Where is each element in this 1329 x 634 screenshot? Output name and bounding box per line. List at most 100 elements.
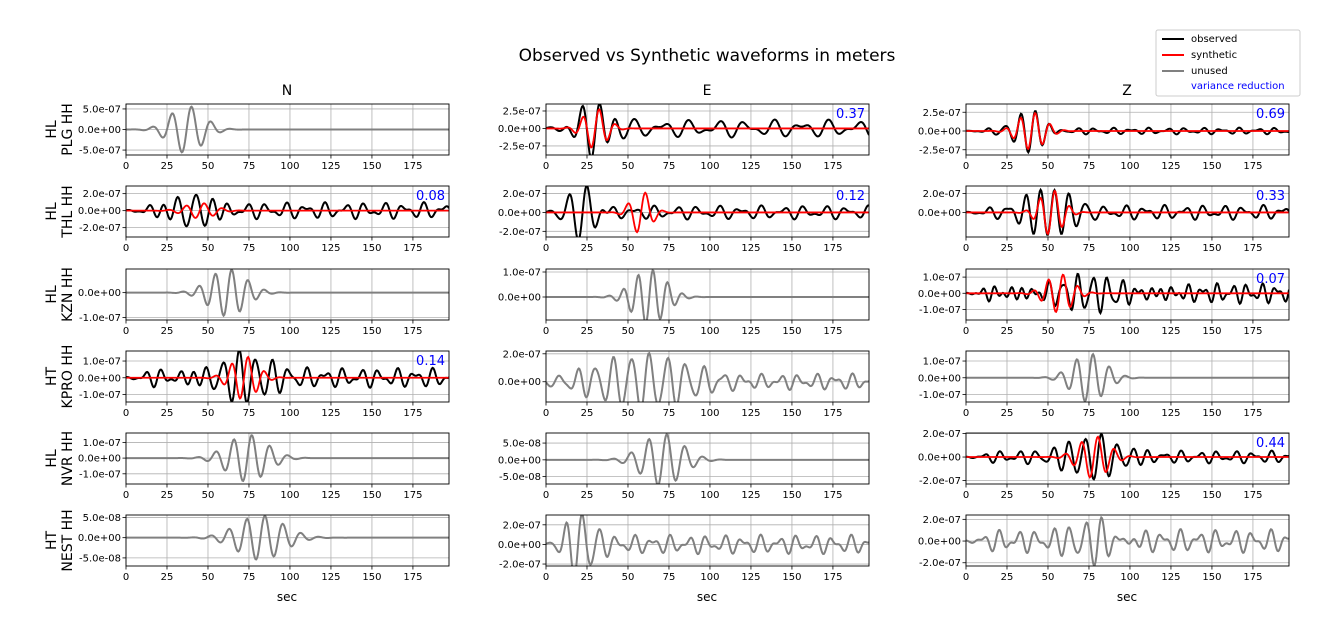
x-tick-label: 100 <box>1120 243 1139 254</box>
y-tick-label: 0.0e+00 <box>918 289 961 300</box>
observed-trace <box>126 351 449 402</box>
legend: observed synthetic unused variance reduc… <box>1155 29 1301 97</box>
y-tick-label: -5.0e-08 <box>79 553 121 564</box>
x-tick-label: 150 <box>362 161 381 172</box>
x-axis-label-z: sec <box>1117 590 1137 604</box>
legend-box <box>1155 29 1301 97</box>
observed-trace <box>126 193 449 228</box>
x-tick-label: 100 <box>700 408 719 419</box>
y-tick-label: 1.0e-07 <box>923 357 961 368</box>
x-tick-label: 75 <box>243 408 256 419</box>
x-tick-label: 125 <box>741 326 760 337</box>
station-label-line: KZN HH <box>60 267 76 322</box>
x-tick-label: 75 <box>663 490 676 501</box>
y-tick-label: 0.0e+00 <box>918 537 961 548</box>
panel-frame <box>965 103 1290 156</box>
panel-frame <box>545 268 870 321</box>
x-tick-label: 25 <box>581 572 594 583</box>
panel-r4-z: 0 25 50 75 100 125 150 175 1.0e-07 0.0e+00 -1.0e-0… <box>918 350 1290 419</box>
panel-frame <box>965 268 1290 321</box>
x-tick-label: 100 <box>1120 408 1139 419</box>
x-tick-label: 175 <box>823 408 842 419</box>
column-title-e: E <box>703 83 712 99</box>
x-tick-label: 25 <box>1001 243 1014 254</box>
x-tick-label: 125 <box>321 243 340 254</box>
x-tick-label: 150 <box>782 326 801 337</box>
y-tick-label: 2.0e-07 <box>83 189 121 200</box>
panel-frame <box>125 268 450 321</box>
panel-frame <box>965 432 1290 485</box>
panel-r5-n: 0 25 50 75 100 125 150 175 1.0e-07 0.0e+00 -1.0e-0… <box>78 432 450 501</box>
panel-r3-e: 0 25 50 75 100 125 150 175 1.0e-07 0.0e+00 <box>498 268 870 337</box>
variance-reduction-label: 0.44 <box>1256 436 1285 451</box>
x-tick-label: 125 <box>321 408 340 419</box>
x-tick-label: 100 <box>280 408 299 419</box>
x-tick-label: 25 <box>1001 408 1014 419</box>
synthetic-trace <box>966 435 1289 479</box>
x-tick-label: 100 <box>280 490 299 501</box>
panel-r2-n: 0 25 50 75 100 125 150 175 2.0e-07 0.0e+00 -2.0e-0… <box>78 185 450 254</box>
station-label-line: HT <box>44 531 60 551</box>
panel-r6-n: 0 25 50 75 100 125 150 175 5.0e-08 0.0e+00 -5.0e-0… <box>78 513 450 583</box>
x-tick-label: 150 <box>362 326 381 337</box>
x-tick-label: 0 <box>543 326 549 337</box>
column-title-z: Z <box>1122 83 1132 99</box>
x-tick-label: 0 <box>963 408 969 419</box>
x-tick-label: 0 <box>543 572 549 583</box>
panel-frame <box>545 103 870 156</box>
x-tick-label: 150 <box>1202 161 1221 172</box>
x-tick-label: 25 <box>581 243 594 254</box>
x-tick-label: 50 <box>1042 243 1055 254</box>
y-tick-label: -1.0e-07 <box>79 313 121 324</box>
panel-r1-n: 0 25 50 75 100 125 150 175 5.0e-07 0.0e+00 -5.0e-0… <box>78 103 450 172</box>
x-tick-label: 25 <box>581 326 594 337</box>
station-label-row-2: HL THL HH <box>44 185 76 238</box>
x-tick-label: 150 <box>362 243 381 254</box>
panel-r1-z: 0 25 50 75 100 125 150 175 2.5e-07 0.0e+00 -2.5e-0… <box>918 103 1290 172</box>
legend-note-variance-reduction: variance reduction <box>1191 81 1285 92</box>
synthetic-trace <box>966 189 1289 236</box>
station-label-line: THL HH <box>60 185 76 238</box>
x-tick-label: 50 <box>622 490 635 501</box>
x-tick-label: 0 <box>123 408 129 419</box>
unused-trace <box>126 269 449 318</box>
y-tick-label: 0.0e+00 <box>78 288 121 299</box>
x-tick-label: 50 <box>622 161 635 172</box>
variance-reduction-label: 0.08 <box>416 189 445 204</box>
y-tick-label: -2.0e-07 <box>499 560 541 571</box>
x-tick-label: 125 <box>741 408 760 419</box>
x-tick-label: 25 <box>161 572 174 583</box>
x-tick-label: 100 <box>1120 161 1139 172</box>
panel-frame <box>545 514 870 567</box>
station-label-line: HL <box>44 120 60 139</box>
x-tick-label: 50 <box>622 243 635 254</box>
x-tick-label: 100 <box>1120 572 1139 583</box>
panel-r4-e: 0 25 50 75 100 125 150 175 2.0e-07 0.0e+00 <box>498 349 870 419</box>
y-tick-label: -2.0e-07 <box>919 476 961 487</box>
y-tick-label: 2.0e-07 <box>923 189 961 200</box>
y-tick-label: 0.0e+00 <box>918 453 961 464</box>
x-tick-label: 150 <box>1202 572 1221 583</box>
x-tick-label: 100 <box>700 490 719 501</box>
unused-trace <box>546 269 869 320</box>
x-tick-label: 150 <box>782 408 801 419</box>
synthetic-trace <box>126 202 449 219</box>
x-tick-label: 150 <box>782 161 801 172</box>
station-label-line: PLG HH <box>60 103 76 156</box>
panel-frame <box>125 185 450 238</box>
x-tick-label: 75 <box>1083 161 1096 172</box>
x-tick-label: 0 <box>123 243 129 254</box>
x-tick-label: 75 <box>243 161 256 172</box>
unused-trace <box>966 352 1289 402</box>
x-tick-label: 25 <box>581 161 594 172</box>
x-tick-label: 75 <box>243 572 256 583</box>
x-tick-label: 125 <box>321 161 340 172</box>
x-tick-label: 175 <box>1243 243 1262 254</box>
x-tick-label: 125 <box>321 326 340 337</box>
y-tick-label: -1.0e-07 <box>79 390 121 401</box>
x-tick-label: 150 <box>362 490 381 501</box>
x-tick-label: 50 <box>1042 161 1055 172</box>
y-tick-label: -2.0e-07 <box>499 227 541 238</box>
panel-r3-z: 0 25 50 75 100 125 150 175 1.0e-07 0.0e+00 -1.0e-0… <box>918 268 1290 337</box>
panel-r3-n: 0 25 50 75 100 125 150 175 0.0e+00 -1.0e-07 <box>78 268 450 337</box>
